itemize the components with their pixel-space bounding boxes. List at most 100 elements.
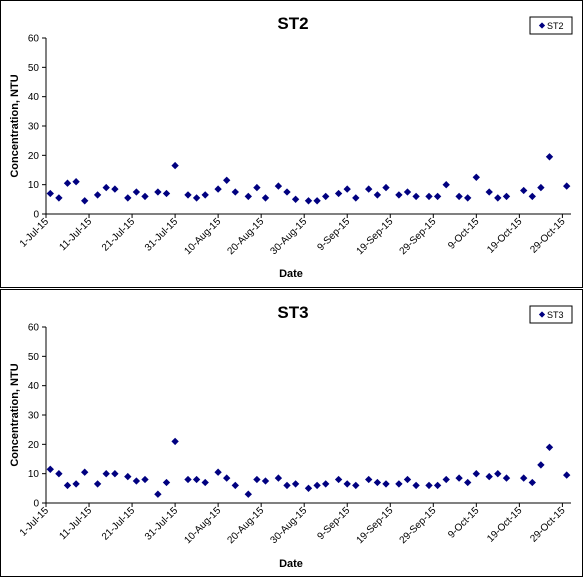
data-point [464, 478, 472, 487]
data-point [433, 481, 442, 490]
data-point [343, 480, 351, 488]
data-point [537, 183, 545, 192]
x-tick-label: 9-Oct-15 [446, 505, 482, 541]
data-point [81, 197, 89, 205]
data-point [162, 189, 171, 198]
data-point [55, 194, 63, 202]
x-tick-label: 29-Sep-15 [398, 216, 439, 257]
x-tick-label: 1-Jul-15 [18, 505, 52, 539]
x-tick-label: 29-Oct-15 [528, 505, 568, 545]
x-tick-label: 20-Aug-15 [225, 505, 266, 546]
data-point [214, 468, 222, 476]
data-point [93, 480, 102, 488]
data-point [472, 173, 480, 181]
y-tick-label: 50 [28, 63, 40, 74]
legend-label: ST3 [547, 310, 564, 320]
data-point [563, 471, 571, 479]
data-point [352, 194, 360, 202]
data-point [141, 192, 149, 201]
data-point [201, 191, 209, 199]
y-axis-title: Concentration, NTU [9, 74, 21, 177]
data-point [253, 475, 261, 484]
x-tick-label: 19-Sep-15 [355, 505, 396, 546]
legend-box [529, 16, 573, 35]
data-point [425, 481, 433, 490]
legend-label: ST2 [547, 21, 564, 31]
data-point [502, 192, 511, 201]
chart-panel-st2: ST2 ST2 Concentration, NTU Date 0 10 20 30 4… [0, 0, 583, 288]
data-point [520, 474, 528, 482]
x-tick-label: 29-Sep-15 [398, 505, 439, 546]
data-point [395, 480, 403, 488]
data-point [283, 481, 291, 490]
data-point [214, 185, 222, 193]
x-tick-label: 21-Jul-15 [100, 216, 138, 254]
data-point [442, 181, 450, 189]
data-point [132, 477, 141, 485]
data-point [313, 481, 321, 490]
x-tick-label: 10-Aug-15 [182, 216, 223, 257]
x-tick-label: 19-Oct-15 [485, 216, 525, 256]
data-point [132, 188, 141, 196]
data-point [81, 468, 89, 476]
y-tick-label: 50 [28, 352, 40, 363]
data-point [253, 183, 261, 192]
legend-box [529, 305, 573, 324]
data-point [231, 188, 239, 196]
data-point [291, 195, 300, 203]
data-point [433, 192, 442, 201]
data-point [184, 475, 192, 484]
data-point [192, 475, 201, 484]
data-point [171, 437, 179, 446]
x-tick-label: 31-Jul-15 [143, 216, 181, 254]
data-point [563, 182, 571, 190]
data-point [382, 183, 390, 192]
data-point [455, 474, 463, 482]
data-point [464, 194, 472, 202]
data-point [274, 474, 283, 482]
x-tick-label: 9-Sep-15 [315, 505, 352, 542]
data-point [334, 475, 343, 484]
data-point [382, 480, 390, 488]
data-point [141, 475, 149, 484]
data-point [72, 480, 80, 488]
data-point [373, 191, 382, 199]
data-point [412, 481, 420, 490]
x-axis-title: Date [279, 268, 303, 280]
y-tick-label: 30 [28, 122, 40, 133]
y-tick-label: 10 [28, 180, 40, 191]
x-tick-label: 11-Jul-15 [57, 216, 94, 253]
data-point [111, 185, 119, 193]
x-tick-label: 9-Oct-15 [446, 216, 482, 252]
data-point [304, 197, 313, 205]
data-point [425, 192, 433, 201]
chart-title: ST2 [277, 14, 308, 33]
y-tick-label: 60 [28, 323, 40, 334]
y-tick-label: 0 [33, 499, 39, 510]
data-point [304, 484, 313, 492]
data-point [223, 176, 231, 184]
data-point [244, 192, 252, 201]
data-point [373, 478, 382, 487]
y-axis-title: Concentration, NTU [9, 363, 21, 466]
y-tick-label: 60 [28, 34, 40, 45]
x-tick-label: 19-Oct-15 [485, 505, 525, 545]
data-point [485, 188, 493, 196]
y-tick-label: 20 [28, 151, 40, 162]
legend: ST3 [529, 305, 573, 324]
data-point [365, 475, 373, 484]
data-point [412, 192, 420, 201]
x-tick-label: 30-Aug-15 [269, 216, 310, 257]
y-tick-label: 40 [28, 381, 40, 392]
data-point [545, 153, 554, 161]
data-point [343, 185, 351, 193]
data-point [171, 161, 179, 170]
data-point [192, 194, 201, 202]
legend: ST2 [529, 16, 573, 35]
data-point [494, 470, 502, 478]
y-tick-label: 10 [28, 469, 40, 480]
data-point [274, 182, 283, 190]
x-tick-label: 30-Aug-15 [269, 505, 310, 546]
x-axis-title: Date [279, 558, 303, 570]
y-tick-label: 30 [28, 411, 40, 422]
